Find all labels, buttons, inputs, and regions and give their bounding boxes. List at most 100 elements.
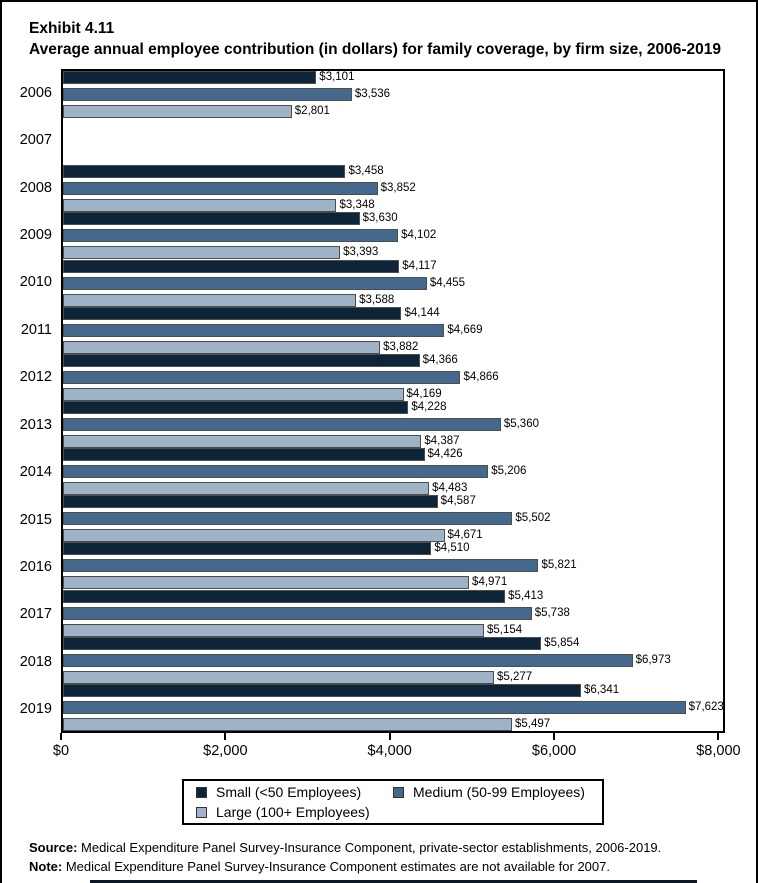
- value-label: $4,671: [447, 529, 483, 542]
- bar: [63, 370, 461, 384]
- bar-line: $5,854: [63, 636, 723, 650]
- bar-line: [63, 152, 723, 165]
- bar-line: $4,426: [63, 448, 723, 462]
- value-label: $5,738: [534, 606, 570, 619]
- medium-series-swatch-icon: [393, 786, 404, 798]
- year-group-2016: $4,510 $5,821 $4,971: [63, 542, 723, 590]
- bar: [63, 512, 513, 526]
- year-label-2018: 2018: [19, 653, 52, 670]
- bar-line: $6,341: [63, 683, 723, 697]
- year-label-2009: 2009: [19, 226, 52, 243]
- bar: [63, 323, 445, 337]
- legend-item-small: Small (<50 Employees): [196, 784, 393, 800]
- bar-line: $4,671: [63, 529, 723, 543]
- value-label: $4,144: [404, 306, 440, 319]
- year-group-2006: $3,101 $3,536 $2,801: [63, 71, 723, 119]
- value-label: $3,101: [319, 71, 355, 84]
- value-label: $6,973: [635, 653, 671, 666]
- bar: [63, 105, 292, 119]
- value-label: $5,154: [486, 623, 523, 636]
- value-label: $3,630: [362, 212, 398, 225]
- bar-line: $4,971: [63, 576, 723, 590]
- small-series-swatch-icon: [196, 786, 207, 798]
- bar: [63, 623, 484, 637]
- x-tick-label: $6,000: [531, 743, 577, 759]
- y-axis-labels: 2006 2007 2008 2009 2010 2011 2012 2013 2014 2015…: [2, 69, 52, 733]
- bar-line: $4,866: [63, 370, 723, 384]
- bar-line: $5,277: [63, 670, 723, 684]
- bar-line: $5,413: [63, 589, 723, 603]
- bar-line: $3,458: [63, 165, 723, 179]
- bar-line: $3,630: [63, 212, 723, 226]
- year-group-2009: $3,630 $4,102 $3,393: [63, 212, 723, 260]
- note-line: Note: Medical Expenditure Panel Survey-I…: [29, 857, 661, 876]
- legend-label-small: Small (<50 Employees): [216, 784, 362, 800]
- value-label: $3,852: [380, 182, 416, 195]
- year-group-2008: $3,458 $3,852 $3,348: [63, 165, 723, 213]
- bar-line: $4,117: [63, 259, 723, 273]
- source-label: Source:: [29, 840, 78, 855]
- bar: [63, 670, 495, 684]
- year-group-2017: $5,413 $5,738 $5,154: [63, 589, 723, 637]
- bar: [63, 606, 532, 620]
- footer-notes: Source: Medical Expenditure Panel Survey…: [29, 838, 661, 876]
- year-label-2012: 2012: [19, 369, 52, 386]
- bar: [63, 293, 357, 307]
- year-label-2008: 2008: [19, 179, 52, 196]
- bar: [63, 559, 539, 573]
- bar: [63, 465, 489, 479]
- bar-line: $3,882: [63, 340, 723, 354]
- bar-line: $3,588: [63, 293, 723, 307]
- bar-line: $4,669: [63, 323, 723, 337]
- bar-line: $5,502: [63, 512, 723, 526]
- value-label: $4,169: [406, 387, 442, 400]
- plot-area: $3,101 $3,536 $2,801 $3,458 $3,852 $3,348 $3,6…: [61, 69, 725, 733]
- x-tick-label: $0: [52, 743, 70, 759]
- year-group-2015: $4,587 $5,502 $4,671: [63, 495, 723, 543]
- value-label: $5,277: [497, 670, 533, 683]
- bar-line: $4,587: [63, 495, 723, 509]
- bar: [63, 229, 399, 243]
- bar-line: $3,101: [63, 71, 723, 85]
- x-tick-label: $4,000: [367, 743, 412, 759]
- x-tick: [388, 733, 391, 740]
- value-label: $4,228: [411, 401, 447, 414]
- value-label: $6,341: [583, 683, 620, 696]
- value-label: $3,393: [343, 246, 379, 259]
- year-group-2019: $6,341 $7,623 $5,497: [63, 683, 724, 731]
- value-label: $5,497: [515, 717, 551, 730]
- year-group-2018: $5,854 $6,973 $5,277: [63, 636, 723, 684]
- bar: [63, 165, 346, 179]
- bar-line: $4,387: [63, 435, 723, 449]
- bar-line: $4,455: [63, 276, 723, 290]
- value-label: $4,587: [440, 495, 476, 508]
- year-group-2010: $4,117 $4,455 $3,588: [63, 259, 723, 307]
- year-label-2016: 2016: [19, 558, 52, 575]
- bar-line: $5,206: [63, 465, 723, 479]
- bar: [63, 353, 420, 367]
- bar-line: [63, 118, 723, 131]
- bar: [63, 212, 360, 226]
- value-label: $4,366: [422, 353, 458, 366]
- bar: [63, 653, 633, 667]
- cut-off-next-element-strip: [90, 880, 697, 883]
- value-label: $4,117: [402, 259, 437, 272]
- value-label: $4,387: [424, 435, 460, 448]
- value-label: $5,821: [541, 559, 577, 572]
- bar: [63, 683, 581, 697]
- legend-item-medium: Medium (50-99 Employees): [393, 784, 590, 800]
- year-group-2007: [63, 118, 723, 165]
- bar-line: $2,801: [63, 105, 723, 119]
- bar: [63, 435, 422, 449]
- bar-line: $5,154: [63, 623, 723, 637]
- value-label: $5,206: [491, 465, 527, 478]
- chart-title-block: Exhibit 4.11 Average annual employee con…: [29, 18, 721, 60]
- note-text: Medical Expenditure Panel Survey-Insuran…: [62, 859, 610, 874]
- year-group-2013: $4,228 $5,360 $4,387: [63, 401, 723, 449]
- bar-line: $5,360: [63, 418, 723, 432]
- value-label: $4,102: [401, 229, 437, 242]
- year-label-2017: 2017: [19, 606, 52, 623]
- year-label-2019: 2019: [19, 701, 52, 718]
- year-label-2014: 2014: [19, 464, 52, 481]
